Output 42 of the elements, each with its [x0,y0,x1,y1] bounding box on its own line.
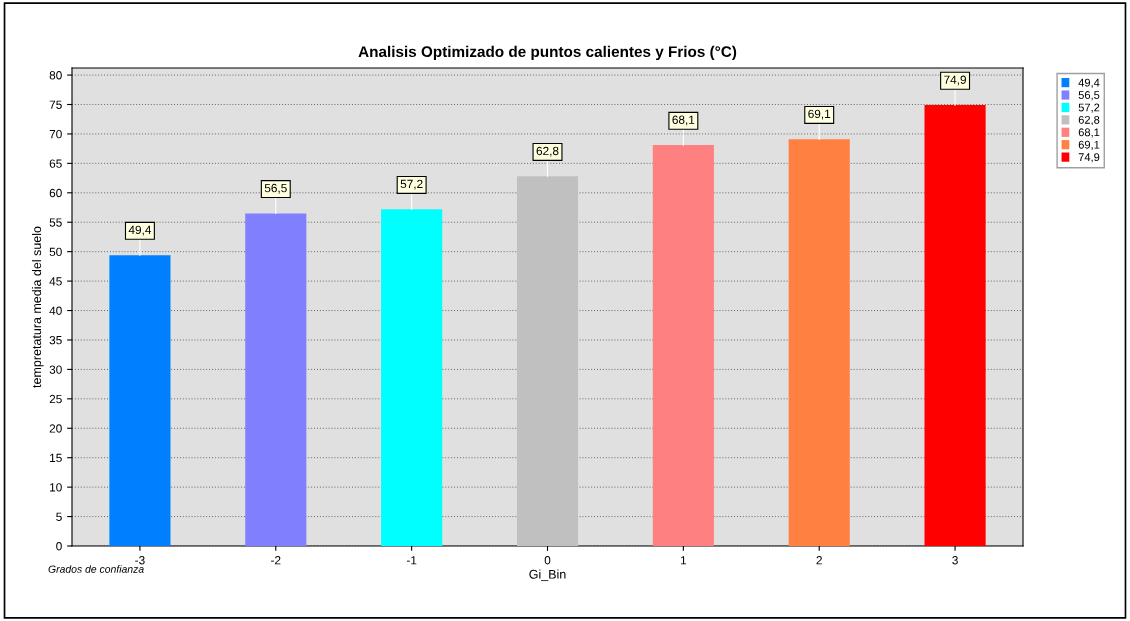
x-axis-title: Gi_Bin [529,569,566,582]
y-tick-label: 50 [49,247,62,257]
y-tick-label: 5 [56,512,62,521]
legend-label: 62,8 [1078,115,1100,126]
y-tick-label: 25 [49,394,62,404]
y-tick-label: 10 [50,483,62,492]
y-tick-label: 55 [49,218,62,227]
data-label: 49,4 [128,225,152,236]
legend-label: 57,2 [1078,103,1100,113]
legend-label: 56,5 [1078,91,1100,101]
y-tick-label: 70 [49,129,62,139]
legend-label: 49,4 [1078,78,1100,88]
x-tick-label: 3 [952,556,958,565]
y-tick-label: 65 [49,159,62,168]
data-label: 74,9 [944,75,966,86]
chart-title: Analisis Optimizado de puntos calientes y Frios (°C) [358,45,737,61]
x-tick-label: -2 [271,556,281,565]
x-tick-label: -1 [406,556,417,565]
y-tick-label: 60 [49,188,62,198]
data-label: 56,5 [264,183,287,194]
y-tick-label: 45 [49,277,62,286]
legend-label: 74,9 [1078,153,1100,163]
y-tick-label: 40 [49,306,62,315]
y-axis-title: tempretatura media del suelo [31,226,44,388]
y-tick-label: 80 [49,71,62,80]
y-tick-label: 30 [49,365,62,374]
y-tick-label: 0 [56,542,62,551]
data-label: 57,2 [400,179,423,190]
x-tick-label: 0 [544,556,551,565]
y-tick-label: 35 [49,336,62,345]
y-tick-label: 20 [49,424,62,433]
data-label: 62,8 [536,146,559,157]
x-tick-label: 1 [680,556,687,565]
data-label: 68,1 [672,115,695,126]
x-tick-label: 2 [816,556,822,565]
legend-label: 69,1 [1078,140,1100,150]
y-tick-label: 75 [49,100,62,109]
text: Grados de confianza [48,565,144,573]
data-label: 69,1 [808,109,831,120]
y-tick-label: 15 [50,453,62,463]
x-tick-label: -3 [135,556,145,565]
legend-label: 68,1 [1078,128,1100,138]
